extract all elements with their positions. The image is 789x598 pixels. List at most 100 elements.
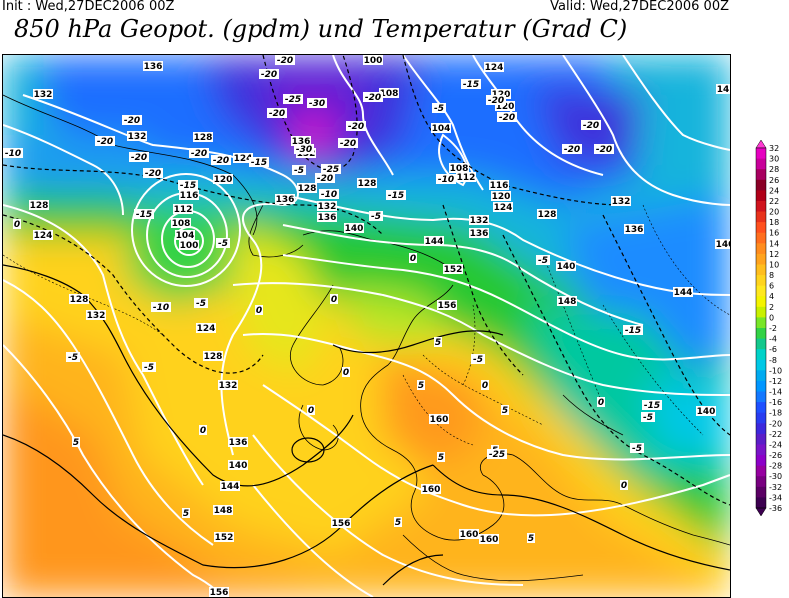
temperature-label: -15 — [136, 210, 152, 220]
borders — [3, 204, 730, 446]
temperature-label: -20 — [340, 139, 356, 149]
temperature-label: 5 — [438, 453, 444, 463]
temperature-label: -5 — [294, 166, 304, 176]
geopotential-label: 124 — [494, 203, 513, 213]
legend-tick-label: -16 — [769, 398, 782, 407]
legend-tick-label: 6 — [769, 282, 774, 291]
legend-color-swatch — [756, 200, 766, 213]
legend-color-swatch — [756, 349, 766, 361]
legend-color-swatch — [756, 370, 766, 382]
temperature-label: -20 — [191, 149, 207, 159]
temperature-label: -15 — [251, 158, 267, 168]
legend-tick-label: -22 — [769, 430, 782, 439]
temperature-label: -20 — [97, 137, 113, 147]
temperature-label: 0 — [14, 220, 20, 230]
geopotential-label: 140 — [345, 224, 364, 234]
temperature-label: 0 — [598, 398, 604, 408]
geopotential-label: 152 — [444, 265, 463, 275]
legend-color-swatch — [756, 338, 766, 350]
legend-tick-label: 14 — [769, 239, 779, 248]
legend-tick-label: -28 — [769, 462, 782, 471]
legend-color-swatch — [756, 148, 766, 160]
temperature-label: -20 — [583, 121, 599, 131]
geopotential-label: 128 — [30, 201, 49, 211]
legend-color-swatch — [756, 169, 766, 181]
geopotential-label: 136 — [229, 438, 248, 448]
temperature-labels: -20-20-25-20-30-30-20-20-20-25-20-20-20-… — [3, 55, 662, 544]
legend-top-arrow — [755, 139, 767, 149]
legend-color-swatch — [756, 158, 766, 170]
legend-tick-label: -32 — [769, 483, 782, 492]
legend-tick-label: 12 — [769, 250, 779, 259]
legend-bottom-arrow — [755, 507, 767, 517]
temperature-label: -5 — [144, 363, 154, 373]
geopotential-label: 160 — [430, 415, 449, 425]
geopotential-label: 100 — [364, 56, 383, 66]
geopotential-label: 148 — [558, 297, 577, 307]
legend-color-swatch — [756, 211, 766, 223]
init-time: Init : Wed,27DEC2006 00Z — [2, 0, 175, 14]
geopotential-label: 128 — [70, 295, 89, 305]
geopotential-label: 144 — [221, 482, 240, 492]
geopotential-label: 132 — [470, 216, 489, 226]
geopotential-label: 136 — [144, 62, 163, 72]
geopotential-label: 128 — [298, 184, 317, 194]
temperature-label: -15 — [388, 191, 404, 201]
temperature-label: -5 — [632, 444, 642, 454]
legend-tick-label: -24 — [769, 440, 782, 449]
geopotential-label: 120 — [214, 175, 233, 185]
temperature-label: 0 — [256, 306, 262, 316]
temperature-label: -20 — [564, 145, 580, 155]
temperature-label: 0 — [482, 381, 488, 391]
legend-tick-label: -18 — [769, 409, 782, 418]
geopotential-label: 160 — [460, 530, 479, 540]
temperature-label: 5 — [435, 338, 441, 348]
valid-time: Valid: Wed,27DEC2006 00Z — [550, 0, 729, 14]
temperature-label: -15 — [625, 326, 641, 336]
legend-tick-label: 0 — [769, 313, 774, 322]
geopotential-label: 132 — [318, 202, 337, 212]
legend-color-swatch — [756, 476, 766, 488]
geopotential-label: 112 — [457, 173, 476, 183]
geopotential-label: 128 — [538, 210, 557, 220]
legend-tick-label: 4 — [769, 292, 774, 301]
legend-color-swatch — [756, 296, 766, 308]
legend-color-swatch — [756, 412, 766, 424]
geopotential-label: 144 — [425, 237, 444, 247]
temperature-label: 5 — [73, 438, 79, 448]
legend-color-swatch — [756, 179, 766, 191]
geopotential-label: 14 — [717, 85, 730, 95]
legend-tick-label: 24 — [769, 186, 779, 195]
temperature-label: -10 — [5, 149, 21, 159]
legend-tick-label: -6 — [769, 345, 777, 354]
geopotential-contours — [3, 55, 730, 597]
legend-color-swatch — [756, 391, 766, 403]
geopotential-label: 124 — [485, 63, 504, 73]
geopotential-label: 124 — [234, 154, 253, 164]
legend-color-swatch — [756, 455, 766, 467]
temperature-label: -20 — [261, 70, 277, 80]
temperature-label: -20 — [131, 153, 147, 163]
temperature-label: -30 — [309, 99, 325, 109]
geopotential-label: 120 — [496, 102, 515, 112]
temperature-label: -25 — [323, 165, 339, 175]
legend-tick-label: 30 — [769, 155, 779, 164]
legend-color-swatch — [756, 317, 766, 329]
legend-tick-label: 22 — [769, 197, 779, 206]
geopotential-label: 136 — [276, 195, 295, 205]
temperature-label: -10 — [153, 303, 169, 313]
geopotential-label: 112 — [174, 205, 193, 215]
legend-color-swatch — [756, 433, 766, 445]
temperature-label: -20 — [488, 96, 504, 106]
legend-color-swatch — [756, 402, 766, 414]
geopotential-label: 132 — [219, 381, 238, 391]
temperature-label: 5 — [418, 381, 424, 391]
legend-color-swatch — [756, 359, 766, 371]
legend-tick-label: -36 — [769, 504, 782, 513]
legend-color-swatch — [756, 328, 766, 340]
geopotential-label: 152 — [215, 533, 234, 543]
legend-tick-label: -10 — [769, 366, 782, 375]
geopotential-label: 128 — [204, 352, 223, 362]
legend-color-swatch — [756, 275, 766, 287]
temperature-label: -15 — [644, 401, 660, 411]
